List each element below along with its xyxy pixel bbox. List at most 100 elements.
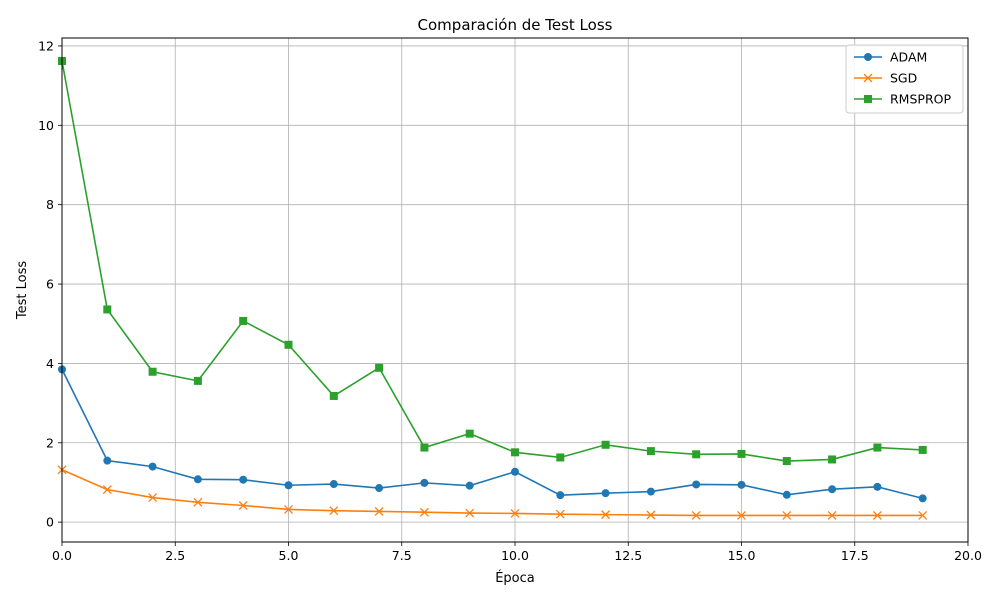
x-tick-label: 5.0 bbox=[279, 548, 299, 563]
data-point-sgd bbox=[102, 485, 112, 495]
x-marker-stroke bbox=[691, 510, 701, 520]
data-point-rmsprop bbox=[329, 391, 338, 400]
series-sgd bbox=[57, 465, 928, 520]
data-point-adam bbox=[239, 475, 248, 484]
data-point-sgd bbox=[555, 509, 565, 519]
data-point-adam bbox=[148, 462, 157, 471]
data-point-adam bbox=[193, 475, 202, 484]
x-tick-label: 10.0 bbox=[501, 548, 529, 563]
data-point-sgd bbox=[465, 508, 475, 518]
x-tick-label: 20.0 bbox=[954, 548, 982, 563]
data-point-sgd bbox=[148, 493, 158, 503]
data-point-rmsprop bbox=[646, 447, 655, 456]
data-point-adam bbox=[284, 481, 293, 490]
x-tick-label: 17.5 bbox=[841, 548, 869, 563]
axis-ticks: 0.0 2.5 5.0 7.5 10.0 12.5 15.0 17.5 20.0 0 2 4 6 8 10 1… bbox=[38, 38, 982, 563]
data-point-rmsprop bbox=[465, 429, 474, 438]
data-point-adam bbox=[828, 485, 837, 494]
data-point-rmsprop bbox=[193, 376, 202, 385]
x-tick-label: 0.0 bbox=[52, 548, 72, 563]
x-marker-stroke bbox=[737, 510, 746, 520]
data-point-sgd bbox=[646, 510, 656, 520]
data-point-adam bbox=[646, 487, 655, 496]
data-point-rmsprop bbox=[556, 453, 565, 462]
data-point-rmsprop bbox=[239, 316, 248, 325]
data-point-adam bbox=[556, 491, 565, 500]
legend-swatch-marker bbox=[864, 95, 872, 103]
x-marker-stroke bbox=[102, 485, 112, 495]
legend: ADAM SGD RMSPROP bbox=[845, 44, 964, 114]
x-marker-stroke bbox=[646, 510, 656, 520]
legend-label: RMSPROP bbox=[890, 92, 951, 107]
x-marker-stroke bbox=[148, 493, 158, 503]
data-point-rmsprop bbox=[511, 448, 519, 457]
x-marker-stroke bbox=[918, 510, 928, 520]
series-line-rmsprop bbox=[61, 60, 923, 462]
data-point-sgd bbox=[872, 510, 882, 520]
y-tick-label: 2 bbox=[46, 435, 54, 450]
data-point-sgd bbox=[284, 504, 293, 514]
data-point-adam bbox=[601, 489, 610, 498]
data-point-rmsprop bbox=[148, 367, 157, 376]
data-point-adam bbox=[873, 482, 882, 491]
x-marker-stroke bbox=[419, 507, 429, 517]
y-tick-label: 8 bbox=[46, 197, 54, 212]
data-point-rmsprop bbox=[782, 457, 791, 466]
legend-box bbox=[845, 44, 964, 114]
legend-label: ADAM bbox=[890, 50, 927, 65]
legend-swatch-marker bbox=[863, 73, 873, 83]
x-marker-stroke bbox=[782, 510, 792, 520]
x-marker-stroke bbox=[329, 506, 339, 516]
x-marker-stroke bbox=[827, 510, 837, 520]
data-point-rmsprop bbox=[873, 443, 882, 452]
data-point-adam bbox=[737, 480, 746, 489]
data-point-adam bbox=[918, 494, 927, 503]
legend-item-rmsprop: RMSPROP bbox=[854, 92, 951, 107]
x-axis-label: Época bbox=[495, 570, 535, 586]
series-line-adam bbox=[61, 369, 923, 500]
x-marker-stroke bbox=[601, 510, 611, 520]
legend-item-sgd: SGD bbox=[854, 71, 917, 86]
data-point-sgd bbox=[510, 508, 520, 518]
y-tick-label: 4 bbox=[46, 356, 54, 371]
x-marker-stroke bbox=[872, 510, 882, 520]
series-rmsprop bbox=[58, 57, 927, 466]
y-tick-label: 0 bbox=[46, 515, 54, 530]
data-point-sgd bbox=[737, 510, 746, 520]
series-adam bbox=[58, 365, 927, 503]
x-marker-stroke bbox=[374, 506, 384, 516]
data-point-rmsprop bbox=[828, 455, 837, 464]
y-tick-label: 12 bbox=[38, 38, 54, 53]
x-marker-stroke bbox=[510, 508, 520, 518]
data-point-sgd bbox=[691, 510, 701, 520]
x-marker-stroke bbox=[284, 504, 293, 514]
legend-item-adam: ADAM bbox=[854, 50, 927, 65]
legend-label: SGD bbox=[890, 71, 917, 86]
data-point-adam bbox=[103, 456, 112, 465]
data-point-sgd bbox=[238, 501, 248, 510]
data-point-sgd bbox=[374, 506, 384, 516]
data-point-rmsprop bbox=[737, 449, 746, 458]
series-layer bbox=[57, 57, 928, 520]
data-point-rmsprop bbox=[692, 450, 701, 459]
data-point-sgd bbox=[782, 510, 792, 520]
data-point-sgd bbox=[419, 507, 429, 517]
data-point-rmsprop bbox=[103, 305, 112, 314]
y-tick-label: 6 bbox=[46, 277, 54, 292]
data-point-adam bbox=[465, 481, 474, 490]
grid-lines bbox=[61, 38, 969, 542]
data-point-adam bbox=[511, 467, 519, 476]
data-point-sgd bbox=[918, 510, 928, 520]
data-point-sgd bbox=[827, 510, 837, 520]
chart-title: Comparación de Test Loss bbox=[418, 16, 613, 34]
data-point-adam bbox=[692, 480, 701, 489]
y-tick-label: 10 bbox=[38, 118, 54, 133]
x-marker-stroke bbox=[238, 501, 248, 510]
data-point-adam bbox=[782, 490, 791, 499]
x-marker-stroke bbox=[465, 508, 475, 518]
data-point-rmsprop bbox=[918, 445, 927, 454]
data-point-sgd bbox=[329, 506, 339, 516]
data-point-adam bbox=[375, 484, 384, 493]
x-marker-stroke bbox=[193, 497, 203, 507]
